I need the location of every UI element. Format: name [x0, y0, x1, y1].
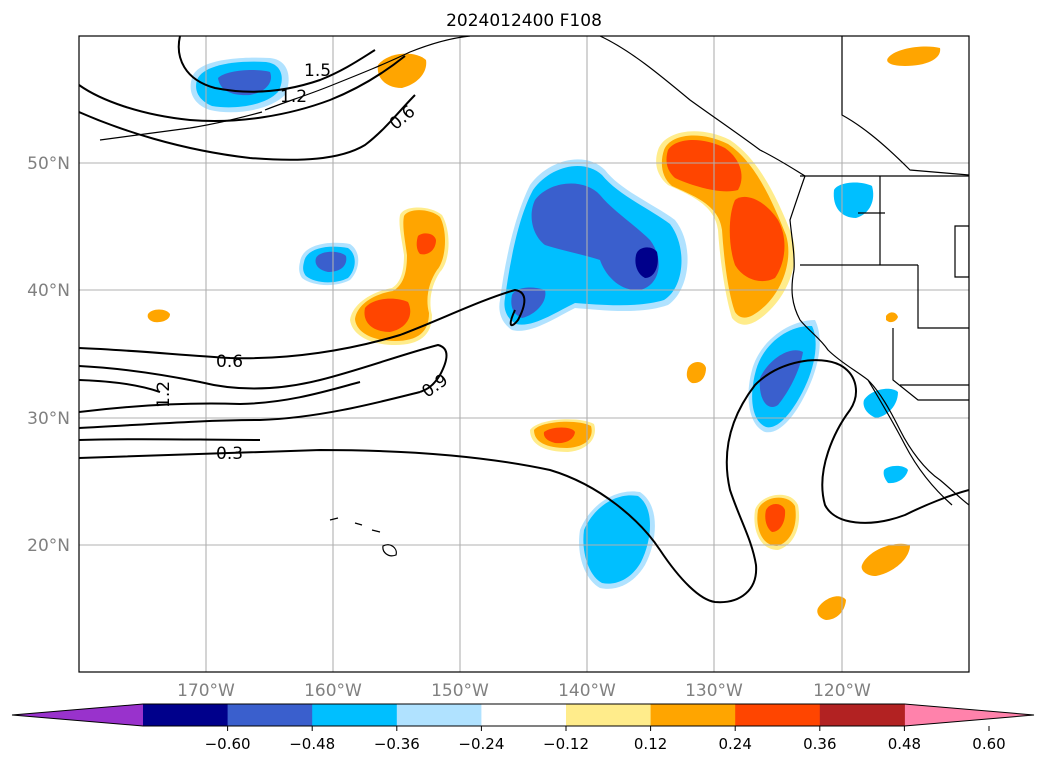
alaska-southeast-coast	[599, 36, 806, 177]
colorbar-tick-label: 0.24	[718, 735, 751, 753]
colorbar-tick-label: −0.48	[289, 735, 335, 753]
anomaly-blob-midpac-core-south	[364, 298, 411, 332]
contour-1-2-south	[79, 379, 361, 413]
anomaly-blob-central-sw-core	[511, 287, 546, 318]
contour-lines	[79, 36, 969, 604]
lat-label-20: 20°N	[27, 536, 70, 556]
colorbar-tick-label: −0.36	[374, 735, 420, 753]
anomaly-blob-sw-mexico	[861, 543, 910, 576]
lon-label-140w: 140°W	[558, 681, 616, 701]
baja-peninsula	[867, 379, 953, 506]
anomaly-blob-central-core	[531, 183, 659, 291]
alaska-coast	[264, 36, 471, 111]
lon-label-170w: 170°W	[177, 681, 235, 701]
graticule	[79, 36, 969, 672]
anomaly-blob-west-core	[315, 251, 347, 272]
anomaly-blob-aleutian	[377, 53, 427, 88]
anomaly-blob-west-small	[147, 309, 170, 323]
longitude-labels: 170°W 160°W 150°W 140°W 130°W 120°W	[177, 681, 871, 701]
anomaly-blob-mexico	[883, 465, 908, 484]
colorbar: −0.60 −0.48 −0.36 −0.24 −0.12 0.12 0.24 0.36 0.4…	[11, 703, 1035, 753]
anomaly-blob-nevada	[886, 312, 898, 323]
colorbar-segment	[735, 704, 821, 726]
lon-label-120w: 120°W	[813, 681, 871, 701]
colorbar-segment	[650, 704, 736, 726]
colorbar-tick-label: −0.60	[205, 735, 251, 753]
oregon-border	[800, 264, 969, 329]
anomaly-blob-bc-coast-south-core	[729, 196, 785, 282]
colorbar-extend-low	[12, 704, 143, 726]
anomaly-blob-hawaii-ne	[686, 362, 706, 384]
lat-label-50: 50°N	[27, 154, 70, 174]
hawaii-islands	[329, 517, 397, 557]
contour-0-3-loop	[79, 359, 969, 604]
contour-0-6-north	[79, 94, 416, 161]
colorbar-segment	[819, 704, 905, 726]
coastlines	[99, 36, 969, 557]
ca-nv-border	[892, 328, 969, 401]
colorbar-segment	[312, 704, 398, 726]
map-panel: 1.5 1.2 0.6 0.6 0.9 1.2 0.3	[79, 36, 969, 672]
anomaly-blob-subtropical-mid	[583, 495, 650, 584]
contour-1-2-north	[79, 55, 406, 122]
contour-label-0-6-south: 0.6	[216, 352, 243, 372]
contour-0-3-south	[79, 391, 421, 441]
map-frame	[78, 35, 970, 673]
anomaly-blob-mid-south-core	[543, 427, 575, 444]
anomaly-blob-mexico-coast-core	[765, 504, 786, 532]
contour-0-6-south	[79, 288, 526, 360]
aleutian-islands	[99, 111, 263, 141]
lon-label-160w: 160°W	[304, 681, 362, 701]
colorbar-segment	[481, 704, 567, 726]
contour-label-1-2-north: 1.2	[280, 87, 307, 107]
anomaly-blob-bc-coast-north-core	[666, 139, 742, 192]
contour-0-9	[79, 343, 448, 393]
contour-label-1-5: 1.5	[304, 61, 331, 81]
colorbar-tick-label: 0.12	[634, 735, 667, 753]
colorbar-segment	[227, 704, 313, 726]
positive-anomaly-areas	[147, 46, 941, 620]
state-border-interior	[858, 176, 969, 278]
canada-interior-borders	[841, 36, 969, 176]
anomaly-blob-gulf-north-core	[218, 70, 272, 96]
colorbar-tick-label: 0.36	[803, 735, 836, 753]
contour-label-1-2-south: 1.2	[154, 381, 174, 408]
lon-label-130w: 130°W	[685, 681, 743, 701]
anomaly-blob-south-coast	[817, 596, 846, 620]
figure-title: 2024012400 F108	[446, 11, 602, 31]
ocean-background	[79, 36, 969, 672]
lat-label-30: 30°N	[27, 409, 70, 429]
colorbar-tick-label: 0.48	[888, 735, 921, 753]
colorbar-segment	[566, 704, 652, 726]
colorbar-tick-label: 0.60	[972, 735, 1005, 753]
colorbar-tick-label: −0.12	[543, 735, 589, 753]
contour-label-0-3: 0.3	[216, 444, 243, 464]
anomaly-blob-pacific-nw	[833, 182, 874, 218]
contour-1-5	[177, 36, 376, 93]
anomaly-blob-midpac-core-north	[416, 233, 436, 255]
colorbar-tick-label: −0.24	[458, 735, 504, 753]
anomaly-blob-central-max	[635, 247, 658, 278]
colorbar-segment	[143, 704, 229, 726]
colorbar-outline	[11, 703, 1035, 727]
lon-label-150w: 150°W	[431, 681, 489, 701]
lat-label-40: 40°N	[27, 281, 70, 301]
negative-anomaly-areas	[190, 57, 908, 589]
colorbar-segment	[396, 704, 482, 726]
bc-coast	[789, 175, 806, 271]
latitude-labels: 50°N 40°N 30°N 20°N	[27, 154, 70, 556]
anomaly-blob-canada-ne	[887, 46, 941, 66]
colorbar-extend-high	[904, 704, 1034, 726]
